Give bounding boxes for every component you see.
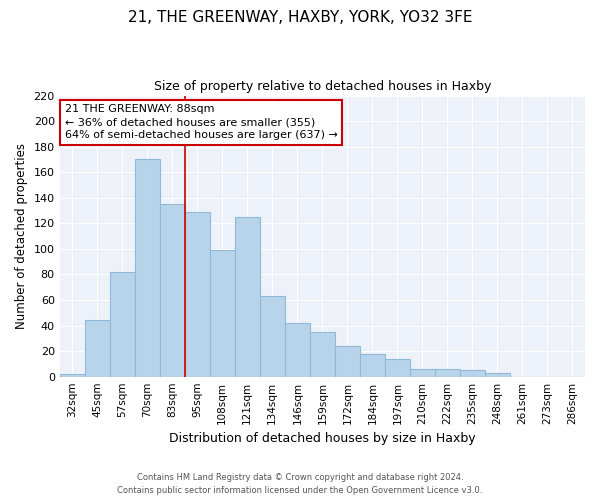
Text: 21 THE GREENWAY: 88sqm
← 36% of detached houses are smaller (355)
64% of semi-de: 21 THE GREENWAY: 88sqm ← 36% of detached… <box>65 104 338 141</box>
Bar <box>260 296 285 376</box>
Bar <box>135 160 160 376</box>
Bar <box>210 250 235 376</box>
Bar <box>310 332 335 376</box>
Bar <box>160 204 185 376</box>
Title: Size of property relative to detached houses in Haxby: Size of property relative to detached ho… <box>154 80 491 93</box>
Bar <box>385 359 410 376</box>
Bar <box>435 369 460 376</box>
Text: Contains HM Land Registry data © Crown copyright and database right 2024.
Contai: Contains HM Land Registry data © Crown c… <box>118 474 482 495</box>
Bar <box>410 369 435 376</box>
X-axis label: Distribution of detached houses by size in Haxby: Distribution of detached houses by size … <box>169 432 476 445</box>
Y-axis label: Number of detached properties: Number of detached properties <box>15 143 28 329</box>
Bar <box>485 373 510 376</box>
Bar <box>85 320 110 376</box>
Bar <box>185 212 210 376</box>
Bar <box>360 354 385 376</box>
Bar <box>460 370 485 376</box>
Bar <box>235 217 260 376</box>
Bar <box>335 346 360 376</box>
Text: 21, THE GREENWAY, HAXBY, YORK, YO32 3FE: 21, THE GREENWAY, HAXBY, YORK, YO32 3FE <box>128 10 472 25</box>
Bar <box>285 323 310 376</box>
Bar <box>59 374 85 376</box>
Bar <box>110 272 135 376</box>
